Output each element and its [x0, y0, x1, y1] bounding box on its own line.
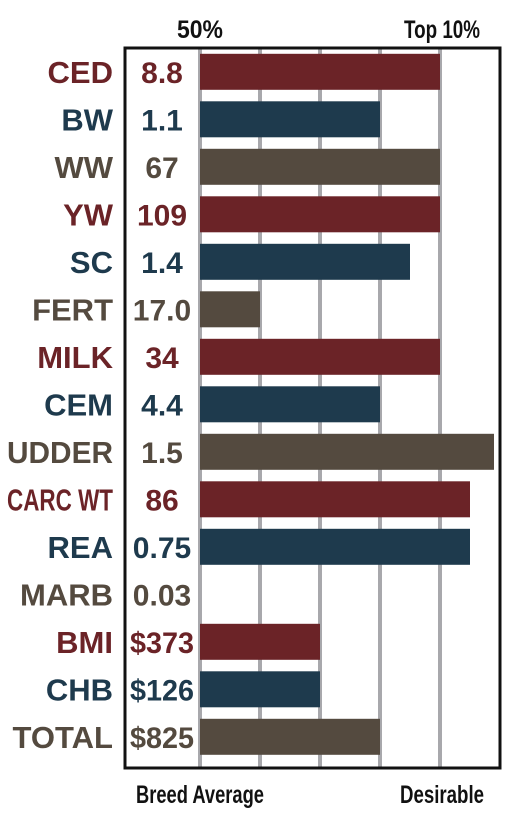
- bars: [200, 53, 494, 755]
- bar-sc: [200, 243, 410, 280]
- top-label-50pct: 50%: [177, 16, 223, 44]
- value-label: $373: [130, 627, 194, 660]
- bottom-label-breed-average: Breed Average: [136, 781, 264, 809]
- top-label-top10pct: Top 10%: [404, 16, 480, 44]
- trait-label: WW: [54, 150, 113, 185]
- bar-carc-wt: [200, 481, 470, 518]
- trait-label: CHB: [46, 672, 113, 707]
- value-label: 86: [145, 484, 178, 517]
- trait-label: BW: [61, 102, 113, 137]
- trait-label: SC: [70, 245, 113, 280]
- row-labels: CED 8.8 BW 1.1 WW 67 YW 109 SC 1.4 FERT 17.0 MILK 34 C…: [7, 55, 194, 755]
- trait-label: MARB: [20, 577, 113, 612]
- value-label: 0.75: [133, 532, 191, 565]
- value-label: 8.8: [141, 57, 183, 90]
- bar-bw: [200, 101, 380, 138]
- trait-label: CARC WT: [7, 482, 113, 517]
- bar-total: [200, 718, 380, 755]
- value-label: 0.03: [133, 579, 191, 612]
- value-label: 1.4: [141, 247, 183, 280]
- bar-milk: [200, 338, 440, 375]
- trait-label: CED: [48, 55, 113, 90]
- trait-label: REA: [48, 530, 113, 565]
- trait-label: YW: [63, 197, 114, 232]
- trait-label: BMI: [56, 625, 113, 660]
- trait-label: UDDER: [7, 435, 113, 470]
- bar-yw: [200, 196, 440, 233]
- value-label: 109: [137, 199, 187, 232]
- value-label: 1.5: [141, 437, 183, 470]
- value-label: $825: [130, 722, 194, 755]
- trait-label: FERT: [32, 292, 113, 327]
- bar-bmi: [200, 623, 320, 660]
- trait-label: MILK: [37, 340, 113, 375]
- value-label: 17.0: [133, 294, 191, 327]
- bar-ced: [200, 53, 440, 90]
- value-label: 1.1: [141, 104, 183, 137]
- value-label: 67: [145, 152, 178, 185]
- bar-ww: [200, 148, 440, 185]
- value-label: 34: [145, 342, 179, 375]
- chart-frame: [123, 46, 502, 770]
- bottom-label-desirable: Desirable: [400, 781, 484, 809]
- bar-rea: [200, 528, 470, 565]
- bar-fert: [200, 291, 260, 328]
- value-label: 4.4: [141, 389, 183, 422]
- bar-chb: [200, 671, 320, 708]
- bar-cem: [200, 386, 380, 423]
- value-label: $126: [130, 674, 194, 707]
- trait-label: CEM: [44, 387, 113, 422]
- trait-label: TOTAL: [13, 720, 113, 755]
- bar-udder: [200, 433, 494, 470]
